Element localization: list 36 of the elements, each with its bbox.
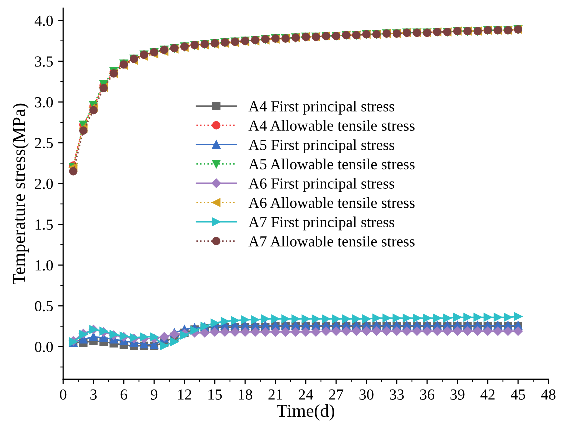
- y-tick-label: 0.0: [35, 342, 54, 352]
- x-tick-label: 6: [120, 390, 128, 400]
- y-tick-label: 1.5: [36, 220, 54, 230]
- y-tick-label: 1.0: [36, 260, 54, 271]
- x-axis-title: Time(d): [277, 404, 334, 421]
- x-tick-label: 0: [60, 390, 67, 400]
- x-tick-label: 48: [541, 390, 556, 400]
- x-tick-label: 21: [268, 390, 282, 400]
- legend-label: A7 Allowable tensile stress: [248, 236, 415, 247]
- legend-label: A6 First principal stress: [248, 178, 394, 192]
- x-tick-label: 15: [208, 390, 222, 400]
- x-tick-label: 9: [151, 390, 158, 400]
- x-tick-label: 39: [450, 390, 465, 400]
- y-tick-label: 4.0: [34, 16, 54, 26]
- x-tick-label: 30: [360, 390, 374, 400]
- x-tick-label: 36: [420, 390, 435, 400]
- x-tick-label: 42: [480, 390, 495, 400]
- x-tick-label: 27: [329, 390, 344, 400]
- y-tick-label: 2.0: [35, 178, 54, 190]
- y-tick-label: 0.5: [35, 301, 54, 312]
- x-tick-label: 18: [239, 390, 252, 400]
- x-tick-label: 12: [178, 390, 192, 400]
- legend-label: A4 First principal stress: [248, 101, 394, 115]
- x-tick-label: 33: [390, 390, 404, 400]
- x-tick-label: 3: [90, 390, 97, 400]
- legend-label: A6 Allowable tensile stress: [248, 197, 415, 208]
- legend-label: A4 Allowable tensile stress: [248, 120, 415, 132]
- legend-label: A5 First principal stress: [248, 140, 394, 154]
- y-tick-label: 2.5: [35, 138, 54, 149]
- x-tick-label: 45: [510, 390, 526, 400]
- y-tick-label: 3.5: [35, 56, 54, 67]
- legend-label: A5 Allowable tensile stress: [248, 158, 415, 170]
- y-tick-label: 3.0: [35, 97, 54, 108]
- legend-label: A7 First principal stress: [248, 216, 394, 231]
- y-axis-title: Temperature stress(MPa): [12, 104, 30, 285]
- x-tick-label: 24: [299, 390, 314, 400]
